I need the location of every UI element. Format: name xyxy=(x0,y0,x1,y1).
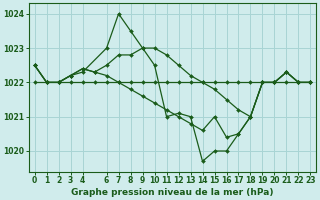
X-axis label: Graphe pression niveau de la mer (hPa): Graphe pression niveau de la mer (hPa) xyxy=(71,188,274,197)
